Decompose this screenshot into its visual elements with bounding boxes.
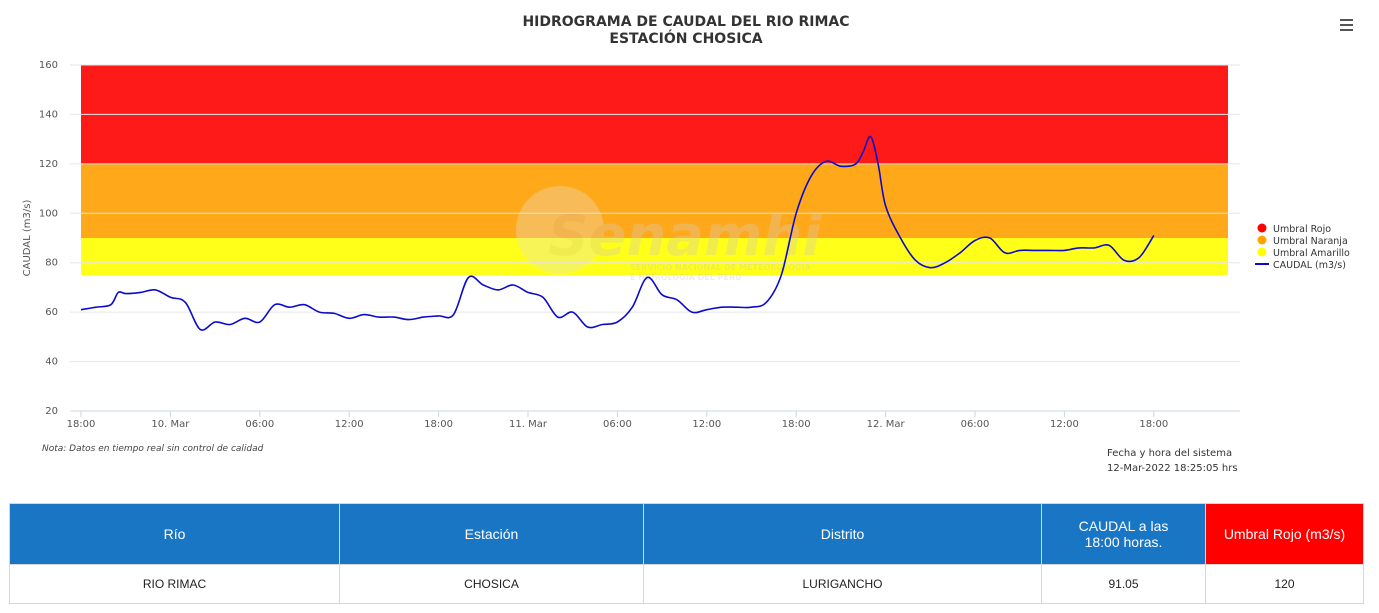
x-tick-label: 12:00 (1050, 419, 1079, 430)
y-tick-label: 20 (45, 406, 58, 417)
legend-item-label: CAUDAL (m3/s) (1273, 260, 1346, 271)
watermark-tagline-2: E HIDROLOGÍA DEL PERÚ (630, 271, 742, 282)
system-time-label: Fecha y hora del sistema (1107, 448, 1232, 459)
legend-marker-2 (1257, 247, 1267, 257)
header-rio: Río (9, 503, 340, 565)
x-tick-label: 10. Mar (151, 419, 190, 430)
cell-estacion: CHOSICA (339, 564, 644, 604)
y-tick-label: 120 (39, 159, 58, 170)
chart-title: HIDROGRAMA DE CAUDAL DEL RIO RIMAC (522, 14, 849, 30)
legend-item-label: Umbral Rojo (1273, 224, 1331, 235)
threshold-band-1 (81, 163, 1228, 238)
y-tick-label: 60 (45, 307, 58, 318)
y-axis-label: CAUDAL (m3/s) (22, 200, 33, 277)
x-tick-label: 12:00 (692, 419, 721, 430)
x-tick-label: 18:00 (67, 419, 96, 430)
quality-note: Nota: Datos en tiempo real sin control d… (42, 444, 264, 454)
header-distrito: Distrito (643, 503, 1042, 565)
cell-caudal: 91.05 (1041, 564, 1206, 604)
legend-item-label: Umbral Amarillo (1273, 248, 1350, 259)
y-tick-label: 40 (45, 357, 58, 368)
x-tick-label: 18:00 (782, 419, 811, 430)
table-row: RIO RIMAC CHOSICA LURIGANCHO 91.05 120 (9, 564, 1364, 604)
header-umbral-rojo: Umbral Rojo (m3/s) (1205, 503, 1364, 565)
y-tick-label: 160 (39, 60, 58, 71)
threshold-band-2 (81, 238, 1228, 276)
header-caudal: CAUDAL a las 18:00 horas. (1041, 503, 1206, 565)
cell-distrito: LURIGANCHO (643, 564, 1042, 604)
legend-item-label: Umbral Naranja (1273, 236, 1348, 247)
x-tick-label: 12. Mar (867, 419, 906, 430)
x-tick-label: 18:00 (424, 419, 453, 430)
watermark-sun-icon (516, 186, 604, 274)
chart-subtitle: ESTACIÓN CHOSICA (609, 29, 762, 47)
table-header-row: Río Estación Distrito CAUDAL a las 18:00… (9, 503, 1364, 565)
y-tick-label: 100 (39, 208, 58, 219)
y-tick-label: 80 (45, 258, 58, 269)
y-tick-label: 140 (39, 109, 58, 120)
chart-svg: Senamhi SERVICIO NACIONAL DE METEOROLOGÍ… (22, 14, 1350, 474)
watermark-brand: Senamhi (548, 204, 822, 269)
legend-marker-1 (1257, 235, 1267, 245)
x-tick-label: 18:00 (1139, 419, 1168, 430)
hydrograph-chart: Senamhi SERVICIO NACIONAL DE METEOROLOGÍ… (22, 14, 1358, 474)
x-tick-label: 06:00 (603, 419, 632, 430)
cell-umbral: 120 (1205, 564, 1364, 604)
header-estacion: Estación (339, 503, 644, 565)
x-tick-label: 06:00 (245, 419, 274, 430)
cell-rio: RIO RIMAC (9, 564, 340, 604)
x-tick-label: 11. Mar (509, 419, 548, 430)
x-tick-label: 06:00 (961, 419, 990, 430)
caudal-series-line (80, 135, 1155, 331)
hamburger-menu-icon[interactable] (1334, 14, 1358, 36)
watermark-tagline-1: SERVICIO NACIONAL DE METEOROLOGÍA (630, 261, 811, 272)
legend-marker-0 (1257, 223, 1267, 233)
x-tick-label: 12:00 (335, 419, 364, 430)
station-table: Río Estación Distrito CAUDAL a las 18:00… (9, 503, 1364, 604)
system-time-value: 12-Mar-2022 18:25:05 hrs (1107, 463, 1238, 474)
